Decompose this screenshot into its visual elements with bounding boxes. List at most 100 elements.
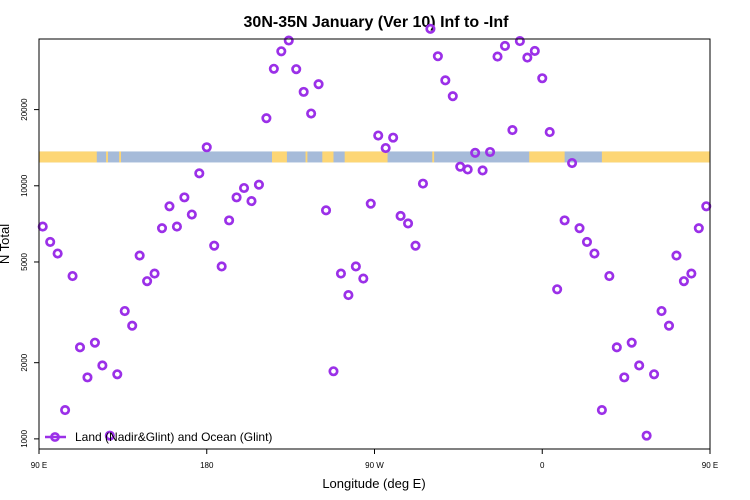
data-point xyxy=(328,366,339,377)
data-point xyxy=(313,79,324,90)
data-point xyxy=(402,218,414,229)
data-point xyxy=(678,276,689,287)
land-segment xyxy=(305,151,308,163)
data-point xyxy=(134,250,145,261)
data-point xyxy=(537,73,548,84)
data-point xyxy=(306,108,317,119)
y-tick-label: 10000 xyxy=(20,174,29,197)
data-point xyxy=(156,223,168,234)
data-point xyxy=(470,147,481,158)
land-segment xyxy=(529,151,565,163)
data-point xyxy=(246,196,257,207)
data-point xyxy=(186,209,197,220)
data-point xyxy=(74,342,86,353)
data-point xyxy=(581,236,593,247)
data-point xyxy=(201,142,212,153)
data-point xyxy=(298,86,309,97)
x-axis: 90 E 180 90 W 0 90 E xyxy=(31,449,718,470)
data-point xyxy=(477,165,488,176)
data-point xyxy=(559,215,570,226)
data-point xyxy=(224,215,235,226)
data-point xyxy=(395,210,406,222)
data-point xyxy=(291,64,302,75)
data-point xyxy=(261,113,272,124)
data-point xyxy=(67,270,78,282)
data-point xyxy=(171,221,182,232)
data-point xyxy=(194,168,205,179)
y-axis: 1000 2000 5000 10000 20000 xyxy=(20,98,39,448)
data-point xyxy=(440,75,451,86)
data-point xyxy=(358,273,369,284)
x-axis-label: Longitude (deg E) xyxy=(322,476,425,491)
data-point xyxy=(365,198,376,209)
data-point xyxy=(380,142,391,154)
data-point xyxy=(641,430,652,441)
data-point xyxy=(231,192,242,203)
data-point xyxy=(514,36,525,47)
land-segment xyxy=(432,151,435,163)
data-point xyxy=(350,261,361,272)
data-point xyxy=(52,248,63,259)
data-point xyxy=(253,179,264,190)
chart-title: 30N-35N January (Ver 10) Inf to -Inf xyxy=(244,14,510,31)
data-point xyxy=(388,132,399,143)
data-point xyxy=(127,320,138,331)
data-point xyxy=(552,284,563,295)
data-point xyxy=(589,248,600,259)
data-point xyxy=(656,305,667,317)
data-point xyxy=(611,342,622,353)
x-tick-label: 90 W xyxy=(365,461,384,470)
data-point xyxy=(60,404,71,416)
data-point xyxy=(671,250,682,261)
data-point xyxy=(104,430,115,441)
data-point xyxy=(164,201,175,212)
land-segment xyxy=(601,151,710,163)
y-axis-label: N Total xyxy=(0,224,12,264)
data-point xyxy=(97,360,108,371)
x-tick-label: 180 xyxy=(200,461,214,470)
data-point xyxy=(112,369,123,380)
land-segment xyxy=(271,151,287,163)
data-point xyxy=(649,369,660,380)
data-point xyxy=(693,223,704,234)
data-point xyxy=(686,268,697,279)
data-point xyxy=(320,205,332,216)
data-point xyxy=(499,40,511,51)
data-point xyxy=(522,52,533,63)
data-point xyxy=(142,276,153,287)
data-point xyxy=(574,223,585,234)
land-ocean-strip xyxy=(39,151,710,163)
data-point xyxy=(89,337,100,348)
data-point xyxy=(447,91,458,102)
land-segment xyxy=(344,151,388,163)
data-point xyxy=(596,404,607,416)
legend: Land (Nadir&Glint) and Ocean (Glint) xyxy=(45,430,272,444)
data-point xyxy=(619,372,630,383)
data-point xyxy=(663,320,675,331)
land-segment xyxy=(119,151,122,163)
data-point xyxy=(268,63,279,74)
data-point xyxy=(604,270,615,282)
data-point xyxy=(567,157,578,169)
data-point xyxy=(45,236,56,247)
x-tick-label: 90 E xyxy=(702,461,718,470)
legend-label: Land (Nadir&Glint) and Ocean (Glint) xyxy=(75,430,272,444)
data-point xyxy=(485,146,496,158)
data-point xyxy=(283,35,294,46)
data-point xyxy=(373,130,384,141)
data-point xyxy=(82,372,93,383)
data-point xyxy=(335,268,347,279)
land-segment xyxy=(322,151,334,163)
data-point xyxy=(425,23,436,34)
data-point xyxy=(432,51,443,62)
data-point xyxy=(209,240,220,251)
data-point xyxy=(119,305,130,317)
data-point xyxy=(179,192,190,203)
data-point xyxy=(216,261,227,272)
data-point xyxy=(492,51,503,62)
data-point xyxy=(544,127,555,138)
data-point xyxy=(507,125,518,136)
data-point xyxy=(238,182,250,194)
